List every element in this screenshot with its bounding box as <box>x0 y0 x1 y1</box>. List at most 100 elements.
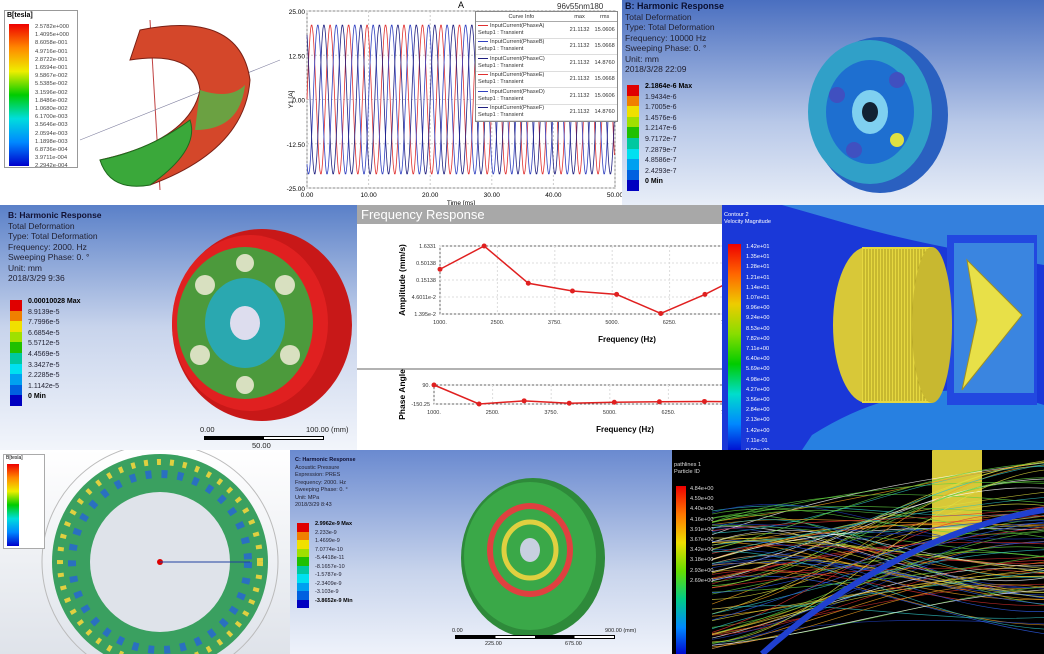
pathline <box>711 505 1044 517</box>
series-line <box>433 384 722 405</box>
color-swatch <box>297 531 309 540</box>
curve-name-text: InputCurrent(PhaseB) <box>490 39 545 46</box>
legend-value: 2.8722e-001 <box>35 56 68 63</box>
legend-value: 1.4576e-6 <box>645 114 677 122</box>
pathline <box>711 551 1044 630</box>
scale-end: 900.00 (mm) <box>605 628 637 634</box>
color-swatch <box>627 116 639 128</box>
legend-value: 8.53e+00 <box>746 325 770 332</box>
legend-value: 1.0680e-002 <box>35 106 68 113</box>
panel-title: Frequency Response <box>357 205 722 224</box>
legend-value: 9.24e+00 <box>746 315 770 322</box>
legend-value: 1.4095e+000 <box>35 32 70 39</box>
info-line: Type: Total Deformation <box>8 231 98 241</box>
result-info: C: Harmonic Response Acoustic Pressure Ex… <box>295 457 356 510</box>
pathline <box>711 477 1044 586</box>
legend-value: 6.1700e-003 <box>35 114 68 121</box>
pathline <box>711 544 1044 565</box>
legend-value: 3.18e+00 <box>690 557 714 564</box>
curve-color-swatch <box>478 57 488 59</box>
legend-value: 2.2285e-5 <box>28 372 60 380</box>
pathline <box>711 462 1044 551</box>
color-swatch <box>10 310 22 322</box>
legend-value: 1.07e+01 <box>746 295 770 302</box>
curve-rms: 15.0606 <box>594 26 615 33</box>
curve-row: InputCurrent(PhaseA) Setup1 : Transient 21… <box>476 22 617 39</box>
curve-name-text: InputCurrent(PhaseF) <box>490 105 545 112</box>
legend-value: 3.3427e-5 <box>28 361 60 369</box>
legend-value: 6.6854e-5 <box>28 329 60 337</box>
legend-subtitle: Velocity Magnitude <box>724 219 771 225</box>
color-swatch <box>627 159 639 170</box>
curve-color-swatch <box>478 107 488 109</box>
curve-row: InputCurrent(PhaseD) Setup1 : Transient 21… <box>476 88 617 105</box>
pathline <box>711 554 1044 600</box>
pathline <box>711 461 1044 522</box>
color-swatch <box>297 574 309 583</box>
result-info: B: Harmonic Response Total Deformation Ty… <box>8 210 102 284</box>
curve-info: InputCurrent(PhaseB) Setup1 : Transient <box>476 39 567 53</box>
x-tick-label: 30.00 <box>484 192 501 199</box>
pathline <box>711 494 1044 523</box>
legend-value: 2.4293e-7 <box>645 167 677 175</box>
legend-value: 8.6058e-001 <box>35 40 68 47</box>
legend-value: 2.69e+00 <box>690 577 714 584</box>
red-wheel-model <box>172 229 352 421</box>
legend-title: B[tesla] <box>6 455 23 461</box>
data-point <box>656 399 662 405</box>
curve-rms: 14.8760 <box>594 59 615 66</box>
color-legend: B[tesla] <box>3 454 45 549</box>
curve-row: InputCurrent(PhaseE) Setup1 : Transient 21… <box>476 72 617 88</box>
info-line: Total Deformation <box>8 220 75 231</box>
color-legend: pathlines 1 Particle ID 4.84e+00 4.59e+00… <box>674 462 734 654</box>
result-title: B: Harmonic Response <box>625 1 725 11</box>
legend-value: 6.40e+00 <box>746 356 770 363</box>
curve-max: 21.1132 <box>569 92 590 99</box>
legend-value: 9.96e+00 <box>746 305 770 312</box>
legend-value: 0 Min <box>28 393 46 401</box>
legend-value: -8.1657e-10 <box>315 563 345 570</box>
pathline <box>711 533 1044 593</box>
x-tick-label: 5000. <box>605 320 619 326</box>
info-line: Sweeping Phase: 0. ° <box>625 43 707 53</box>
pathline <box>711 586 1044 643</box>
legend-value: 0 Min <box>645 178 663 186</box>
color-scale-bar <box>9 24 29 166</box>
data-point <box>525 280 531 286</box>
legend-value: -1.5787e-9 <box>315 572 342 578</box>
curve-rms: 15.0668 <box>594 76 615 83</box>
pathline <box>711 464 1044 610</box>
color-swatch <box>10 300 22 311</box>
x-tick-label: 20.00 <box>422 192 439 199</box>
legend-value: 3.5646e-003 <box>35 122 68 129</box>
x-tick-label: 10.00 <box>360 192 377 199</box>
legend-value: 1.28e+01 <box>746 264 770 271</box>
x-tick-label: 1000. <box>433 320 447 326</box>
legend-value: 2.1864e-6 Max <box>645 83 693 90</box>
legend-value: 6.8736e-004 <box>35 147 68 154</box>
color-legend: B[tesla] 2.5782e+000 1.4095e+000 8.6058e-0… <box>4 10 78 169</box>
info-line: Sweeping Phase: 0. ° <box>8 252 90 262</box>
curve-info: InputCurrent(PhaseC) Setup1 : Transient <box>476 56 567 70</box>
data-point <box>431 382 437 388</box>
legend-value: 5.69e+00 <box>746 366 770 373</box>
legend-value: 7.0774e-10 <box>315 546 343 553</box>
stator-ring-model <box>41 450 279 654</box>
curve-max: 21.1132 <box>569 43 590 50</box>
pathline <box>711 605 1044 619</box>
scale-tick-2: 675.00 <box>565 641 582 647</box>
info-line: Frequency: 2000. Hz <box>295 479 347 486</box>
info-line: 2018/3/29 8:43 <box>295 502 332 508</box>
data-point <box>476 401 482 407</box>
pathline <box>711 537 1044 574</box>
x-tick-label: 7500 <box>721 410 722 416</box>
pathline <box>711 521 1044 621</box>
pathline <box>711 465 1044 534</box>
pathline <box>711 527 1044 589</box>
color-legend: 0.00010028 Max 8.9139e-5 7.7996e-5 6.6854e-… <box>8 297 128 409</box>
legend-value: -3.103e-9 <box>315 589 339 595</box>
curve-info: InputCurrent(PhaseF) Setup1 : Transient <box>476 105 567 119</box>
curve-info: InputCurrent(PhaseA) Setup1 : Transient <box>476 23 567 37</box>
frequency-response-chart: 1.6331 0.50138 0.15138 4.6011e-2 1.395e-2 100… <box>357 243 722 434</box>
data-point <box>702 291 708 297</box>
